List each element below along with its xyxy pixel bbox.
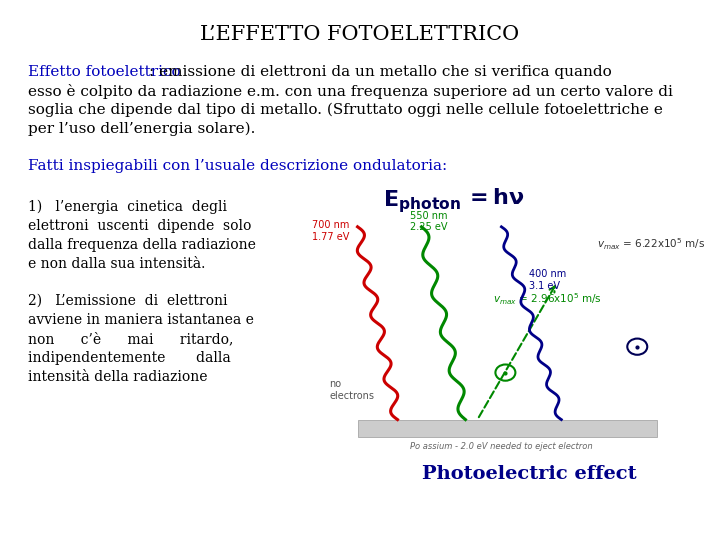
Text: : emissione di elettroni da un metallo che si verifica quando: : emissione di elettroni da un metallo c… [149, 65, 612, 79]
Text: Po assium - 2.0 eV needed to eject electron: Po assium - 2.0 eV needed to eject elect… [410, 442, 593, 451]
Text: $\mathbf{= h\nu}$: $\mathbf{= h\nu}$ [465, 188, 525, 208]
Text: L’EFFETTO FOTOELETTRICO: L’EFFETTO FOTOELETTRICO [200, 25, 520, 44]
Bar [358, 420, 657, 437]
Text: non      c’è      mai      ritardo,: non c’è mai ritardo, [28, 332, 233, 346]
Text: per l’uso dell’energia solare).: per l’uso dell’energia solare). [28, 122, 256, 137]
Text: Photoelectric effect: Photoelectric effect [422, 465, 636, 483]
Text: e non dalla sua intensità.: e non dalla sua intensità. [28, 257, 205, 271]
Text: Effetto fotoelettrico: Effetto fotoelettrico [28, 65, 181, 79]
Text: elettroni  uscenti  dipende  solo: elettroni uscenti dipende solo [28, 219, 251, 233]
Text: indipendentemente       dalla: indipendentemente dalla [28, 351, 230, 365]
Text: 700 nm
1.77 eV: 700 nm 1.77 eV [312, 220, 349, 242]
Text: 2)   L’emissione  di  elettroni: 2) L’emissione di elettroni [28, 294, 228, 308]
Text: $\mathbf{E_{photon}}$: $\mathbf{E_{photon}}$ [383, 188, 462, 215]
Text: intensità della radiazione: intensità della radiazione [28, 370, 207, 384]
Text: 550 nm
2.25 eV: 550 nm 2.25 eV [410, 211, 447, 232]
Text: soglia che dipende dal tipo di metallo. (Sfruttato oggi nelle cellule fotoelettr: soglia che dipende dal tipo di metallo. … [28, 103, 663, 117]
Text: esso è colpito da radiazione e.m. con una frequenza superiore ad un certo valore: esso è colpito da radiazione e.m. con un… [28, 84, 673, 99]
Text: $v_{max}$ = 6.22x10$^5$ m/s: $v_{max}$ = 6.22x10$^5$ m/s [597, 237, 705, 252]
Text: 1)   l’energia  cinetica  degli: 1) l’energia cinetica degli [28, 200, 227, 214]
Text: $v_{max}$ = 2.96x10$^5$ m/s: $v_{max}$ = 2.96x10$^5$ m/s [493, 292, 603, 307]
Text: 400 nm
3.1 eV: 400 nm 3.1 eV [529, 269, 567, 291]
Text: Fatti inspiegabili con l’usuale descrizione ondulatoria:: Fatti inspiegabili con l’usuale descrizi… [28, 159, 447, 173]
Text: no
electrons: no electrons [330, 379, 374, 401]
Text: avviene in maniera istantanea e: avviene in maniera istantanea e [28, 313, 254, 327]
Text: dalla frequenza della radiazione: dalla frequenza della radiazione [28, 238, 256, 252]
